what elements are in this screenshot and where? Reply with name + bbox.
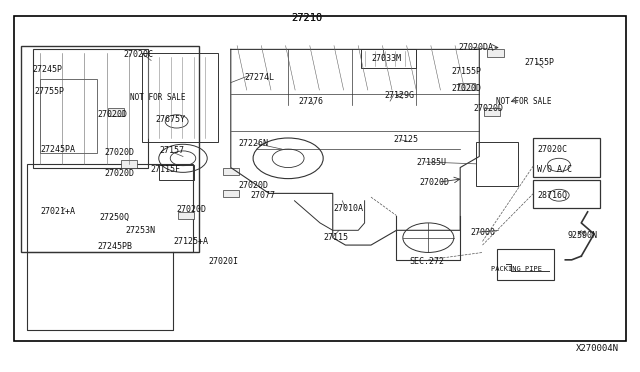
Text: 27020D: 27020D [238, 182, 268, 190]
Bar [223, 190, 239, 197]
Text: 27020DA: 27020DA [459, 43, 493, 52]
Text: 27115: 27115 [323, 233, 348, 242]
Text: 27020D: 27020D [104, 169, 134, 177]
Bar [534, 180, 600, 208]
Text: 27020D: 27020D [474, 104, 504, 113]
Bar [40, 79, 97, 153]
Text: 28716Q: 28716Q [538, 191, 568, 200]
Text: 27020D: 27020D [98, 109, 128, 119]
Text: 27115F: 27115F [151, 165, 180, 174]
Text: NOT FOR SALE: NOT FOR SALE [130, 93, 185, 102]
Text: 27077: 27077 [250, 191, 275, 200]
Text: PACKING PIPE: PACKING PIPE [491, 266, 542, 272]
Bar [108, 109, 124, 116]
Bar [141, 53, 218, 142]
Text: 92590N: 92590N [568, 231, 598, 240]
Text: 27274L: 27274L [244, 73, 275, 81]
Text: 27755P: 27755P [34, 87, 64, 96]
Text: 27226N: 27226N [238, 139, 268, 148]
Text: 27020D: 27020D [420, 178, 450, 187]
Bar [27, 164, 193, 253]
Text: 27125: 27125 [394, 135, 419, 144]
Bar [20, 46, 199, 253]
Text: 27020C: 27020C [538, 145, 568, 154]
Text: 27245PB: 27245PB [97, 243, 132, 251]
Text: 27245P: 27245P [32, 65, 62, 74]
Text: 27155P: 27155P [525, 58, 555, 67]
Bar [178, 212, 195, 219]
Text: 27155P: 27155P [452, 67, 481, 76]
Text: NOT FOR SALE: NOT FOR SALE [496, 97, 552, 106]
Bar [497, 249, 554, 280]
Text: 27157: 27157 [159, 147, 185, 155]
Text: 27020D: 27020D [452, 84, 481, 93]
Text: 27033M: 27033M [372, 54, 402, 63]
Bar [223, 167, 239, 175]
Text: 27253N: 27253N [125, 226, 156, 235]
Text: 27129G: 27129G [385, 91, 415, 100]
Text: 27245PA: 27245PA [40, 145, 75, 154]
Bar [14, 16, 626, 341]
Bar [458, 83, 475, 90]
Text: 27010A: 27010A [333, 203, 364, 213]
Text: 27185U: 27185U [417, 157, 447, 167]
Text: 27020D: 27020D [104, 148, 134, 157]
Text: 27210: 27210 [292, 13, 323, 23]
Bar [476, 142, 518, 186]
Text: 27210: 27210 [292, 13, 323, 23]
Text: SEC.272: SEC.272 [410, 257, 445, 266]
Text: W/O A/C: W/O A/C [537, 165, 572, 174]
Text: 27000: 27000 [470, 228, 495, 237]
Bar [33, 49, 148, 167]
Text: 27020D: 27020D [176, 205, 206, 215]
Bar [534, 138, 600, 177]
Bar [159, 165, 195, 180]
Text: 27276: 27276 [298, 97, 323, 106]
Bar [487, 49, 504, 57]
Text: 27675Y: 27675Y [156, 115, 185, 124]
Text: 27125+A: 27125+A [174, 237, 209, 246]
Bar [484, 109, 500, 116]
Text: 27020C: 27020C [124, 51, 154, 60]
Text: X270004N: X270004N [576, 344, 619, 353]
Bar [362, 49, 415, 68]
Text: 27250Q: 27250Q [100, 213, 130, 222]
Text: 27020I: 27020I [208, 257, 238, 266]
Text: 27021+A: 27021+A [40, 207, 75, 217]
Bar [120, 160, 137, 167]
